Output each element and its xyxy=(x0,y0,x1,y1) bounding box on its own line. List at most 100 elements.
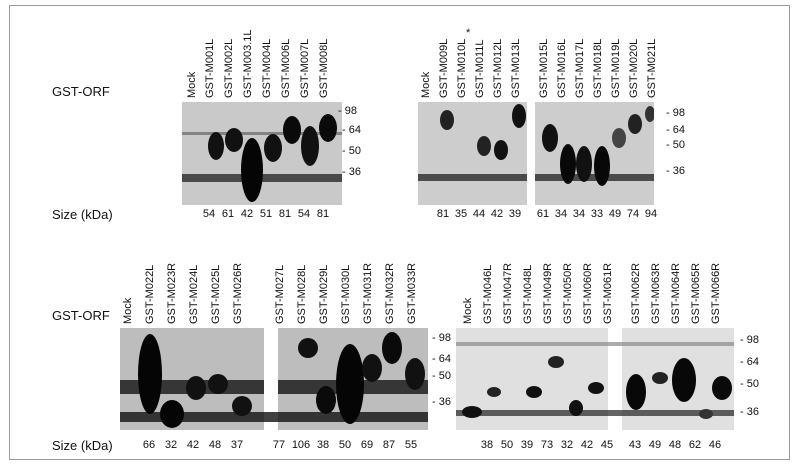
size-c-1: 66 xyxy=(142,439,156,451)
blot-d-bands xyxy=(456,328,734,430)
lane-c-0: Mock xyxy=(122,297,134,324)
lane-c-2: GST-M023R xyxy=(166,262,178,324)
lane-a-5: GST-M006L xyxy=(280,38,292,98)
lane-b-10: GST-M019L xyxy=(610,38,622,98)
size-c-12: 55 xyxy=(404,439,418,451)
size-d-1: 38 xyxy=(480,439,494,451)
size-d-9: 49 xyxy=(648,439,662,451)
figure-frame: GST-ORF Size (kDa) GST-ORF Size (kDa) xyxy=(9,5,790,460)
marker-a-50: - 50 xyxy=(342,145,361,157)
size-a-2: 61 xyxy=(221,208,235,220)
lane-b-4: GST-M012L xyxy=(492,38,504,98)
lane-b-9: GST-M018L xyxy=(592,38,604,98)
lane-c-6: GST-M027L xyxy=(274,264,286,324)
lane-a-4: GST-M004L xyxy=(261,38,273,98)
size-c-9: 50 xyxy=(338,439,352,451)
size-c-7: 106 xyxy=(291,439,311,451)
blot-a-bands xyxy=(182,102,342,205)
size-a-6: 54 xyxy=(297,208,311,220)
size-label-top: Size (kDa) xyxy=(52,207,113,222)
row-label-top: GST-ORF xyxy=(52,84,110,99)
lane-d-1: GST-M046L xyxy=(482,264,494,324)
size-a-3: 42 xyxy=(240,208,254,220)
size-b-11: 74 xyxy=(626,208,640,220)
size-b-4: 42 xyxy=(490,208,504,220)
size-d-4: 73 xyxy=(540,439,554,451)
lane-b-2: GST-M010L xyxy=(456,38,468,98)
asterisk-mark: * xyxy=(466,27,471,39)
size-c-2: 32 xyxy=(164,439,178,451)
marker-b-64: - 64 xyxy=(666,124,685,136)
size-d-3: 39 xyxy=(520,439,534,451)
lane-d-0: Mock xyxy=(462,297,474,324)
size-d-7: 45 xyxy=(600,439,614,451)
blot-panel-d xyxy=(456,328,734,430)
size-c-3: 42 xyxy=(186,439,200,451)
size-b-7: 34 xyxy=(554,208,568,220)
lane-c-10: GST-M031R xyxy=(362,262,374,324)
lane-d-12: GST-M066R xyxy=(710,262,722,324)
lane-b-12: GST-M021L xyxy=(646,38,658,98)
size-b-5: 39 xyxy=(508,208,522,220)
lane-c-9: GST-M030L xyxy=(340,264,352,324)
size-b-9: 33 xyxy=(590,208,604,220)
size-b-6: 61 xyxy=(536,208,550,220)
lane-c-11: GST-M032R xyxy=(384,262,396,324)
size-a-4: 51 xyxy=(259,208,273,220)
lane-d-9: GST-M063R xyxy=(650,262,662,324)
size-c-5: 37 xyxy=(230,439,244,451)
marker-d-36: - 36 xyxy=(740,406,759,418)
lane-c-4: GST-M025L xyxy=(210,264,222,324)
size-b-8: 34 xyxy=(572,208,586,220)
lane-b-8: GST-M017L xyxy=(574,38,586,98)
size-b-1: 81 xyxy=(436,208,450,220)
size-b-2: 35 xyxy=(454,208,468,220)
marker-c-50: - 50 xyxy=(432,370,451,382)
lane-d-4: GST-M049R xyxy=(542,262,554,324)
blot-panel-b xyxy=(418,102,654,205)
lane-b-0: Mock xyxy=(420,71,432,98)
lane-b-1: GST-M009L xyxy=(438,38,450,98)
lane-d-8: GST-M062R xyxy=(630,262,642,324)
lane-b-3: GST-M011L xyxy=(474,39,486,99)
size-d-12: 46 xyxy=(708,439,722,451)
size-c-4: 48 xyxy=(208,439,222,451)
lane-d-5: GST-M050R xyxy=(562,262,574,324)
size-c-10: 69 xyxy=(360,439,374,451)
lane-c-8: GST-M029L xyxy=(318,264,330,324)
lane-c-1: GST-M022L xyxy=(144,264,156,324)
blot-panel-a xyxy=(182,102,342,205)
lane-a-1: GST-M001L xyxy=(204,38,216,98)
lane-d-3: GST-M048L xyxy=(522,264,534,324)
marker-c-98: - 98 xyxy=(432,332,451,344)
size-c-11: 87 xyxy=(382,439,396,451)
marker-b-36: - 36 xyxy=(666,165,685,177)
lane-a-2: GST-M002L xyxy=(223,38,235,98)
lane-c-5: GST-M026R xyxy=(232,262,244,324)
row-label-bottom: GST-ORF xyxy=(52,308,110,323)
size-b-3: 44 xyxy=(472,208,486,220)
size-d-6: 42 xyxy=(580,439,594,451)
size-d-10: 48 xyxy=(668,439,682,451)
size-d-8: 43 xyxy=(628,439,642,451)
marker-c-64: - 64 xyxy=(432,353,451,365)
size-a-5: 81 xyxy=(278,208,292,220)
size-d-5: 32 xyxy=(560,439,574,451)
size-b-12: 94 xyxy=(644,208,658,220)
blot-c-bands xyxy=(120,328,428,430)
lane-a-0: Mock xyxy=(186,71,198,98)
marker-b-50: - 50 xyxy=(666,139,685,151)
lane-c-3: GST-M024L xyxy=(188,264,200,324)
size-b-10: 49 xyxy=(608,208,622,220)
marker-b-98: - 98 xyxy=(666,107,685,119)
marker-a-36: - 36 xyxy=(342,166,361,178)
marker-d-64: - 64 xyxy=(740,356,759,368)
lane-b-7: GST-M016L xyxy=(556,38,568,98)
size-a-1: 54 xyxy=(202,208,216,220)
size-d-11: 62 xyxy=(688,439,702,451)
blot-b-bands xyxy=(418,102,654,205)
blot-panel-c xyxy=(120,328,428,430)
size-d-2: 50 xyxy=(500,439,514,451)
marker-a-64: - 64 xyxy=(342,124,361,136)
lane-d-10: GST-M064R xyxy=(670,262,682,324)
